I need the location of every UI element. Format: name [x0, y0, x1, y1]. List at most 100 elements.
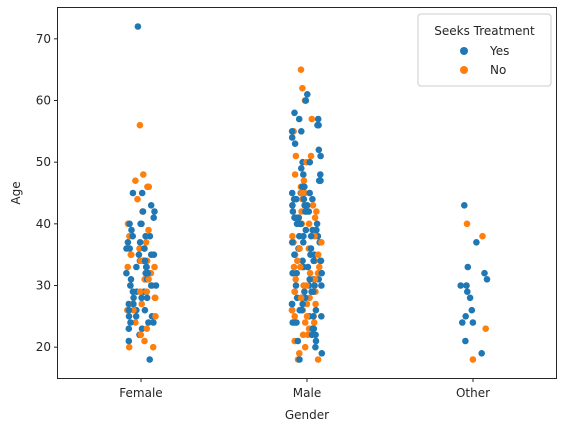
- data-point-no: [140, 171, 147, 178]
- data-point-no: [311, 214, 319, 221]
- data-point-no: [141, 337, 148, 345]
- data-point-no: [463, 220, 471, 228]
- data-point-no: [136, 288, 144, 296]
- data-point-yes: [457, 282, 465, 289]
- data-point-yes: [293, 220, 301, 228]
- data-point-yes: [318, 313, 325, 320]
- data-point-yes: [288, 128, 296, 135]
- data-point-yes: [138, 325, 146, 333]
- data-point-yes: [291, 140, 299, 147]
- data-point-yes: [290, 195, 298, 203]
- data-point-no: [296, 350, 303, 357]
- data-point-no: [288, 306, 296, 314]
- data-point-yes: [300, 171, 307, 178]
- data-point-no: [134, 195, 141, 203]
- data-point-yes: [312, 337, 320, 345]
- data-point-no: [301, 319, 309, 326]
- data-point-no: [469, 356, 477, 363]
- data-point-yes: [462, 313, 470, 320]
- data-point-yes: [133, 263, 140, 271]
- y-tick-label: 30: [36, 279, 51, 293]
- data-point-yes: [298, 165, 305, 172]
- data-point-yes: [309, 325, 317, 333]
- data-point-yes: [469, 319, 477, 326]
- data-point-yes: [139, 208, 147, 215]
- data-point-yes: [141, 245, 148, 252]
- data-point-yes: [150, 319, 157, 326]
- data-point-no: [307, 152, 315, 160]
- data-point-yes: [288, 300, 296, 308]
- data-point-no: [132, 319, 139, 326]
- data-point-yes: [134, 23, 142, 30]
- data-point-no: [296, 245, 303, 252]
- data-point-no: [143, 288, 151, 296]
- data-point-yes: [318, 269, 326, 277]
- data-point-yes: [300, 232, 307, 240]
- data-point-yes: [304, 263, 312, 271]
- y-tick-label: 60: [36, 94, 51, 108]
- data-point-no: [290, 263, 298, 271]
- data-point-yes: [293, 319, 300, 326]
- data-point-no: [314, 356, 322, 363]
- data-point-yes: [127, 282, 134, 289]
- data-point-yes: [291, 109, 298, 117]
- y-tick-label: 40: [36, 217, 51, 231]
- data-point-yes: [296, 356, 303, 363]
- data-point-no: [311, 276, 319, 283]
- data-point-no: [136, 245, 143, 252]
- x-tick-label-male: Male: [293, 386, 321, 400]
- data-point-yes: [464, 288, 471, 296]
- data-point-yes: [307, 232, 315, 240]
- data-point-yes: [129, 288, 137, 296]
- data-point-yes: [464, 263, 472, 271]
- data-point-yes: [306, 276, 314, 283]
- data-point-yes: [305, 208, 313, 215]
- data-point-yes: [314, 115, 322, 123]
- data-point-yes: [314, 121, 321, 129]
- data-point-no: [482, 325, 490, 333]
- data-point-no: [318, 239, 325, 246]
- data-point-yes: [144, 269, 152, 277]
- data-point-no: [308, 115, 316, 123]
- data-point-yes: [138, 220, 145, 228]
- data-point-no: [125, 343, 133, 351]
- legend-title: Seeks Treatment: [434, 24, 535, 38]
- data-point-yes: [315, 177, 323, 184]
- data-point-yes: [132, 313, 140, 320]
- data-point-no: [316, 263, 323, 271]
- data-point-yes: [138, 294, 145, 302]
- data-point-yes: [473, 239, 480, 246]
- data-point-yes: [125, 313, 133, 320]
- data-point-yes: [126, 245, 133, 252]
- data-point-yes: [315, 146, 323, 154]
- data-point-yes: [300, 195, 308, 203]
- data-point-yes: [288, 134, 296, 141]
- data-point-yes: [302, 97, 309, 104]
- data-point-yes: [318, 282, 325, 289]
- y-axis-label: Age: [9, 181, 23, 204]
- data-point-yes: [135, 251, 143, 258]
- data-point-yes: [125, 325, 133, 333]
- data-point-yes: [313, 220, 321, 228]
- data-point-yes: [289, 269, 297, 277]
- x-axis-label: Gender: [285, 408, 329, 422]
- data-point-no: [297, 263, 304, 271]
- data-point-yes: [295, 115, 303, 123]
- y-tick-label: 50: [36, 155, 51, 169]
- data-point-yes: [292, 214, 299, 221]
- data-point-yes: [289, 239, 296, 246]
- data-point-no: [145, 226, 152, 234]
- data-point-yes: [312, 331, 319, 339]
- y-axis: 20 30 40 50 60 70: [36, 32, 58, 354]
- data-point-yes: [124, 239, 132, 246]
- data-point-yes: [311, 282, 318, 289]
- data-point-no: [303, 313, 311, 320]
- data-point-yes: [289, 202, 296, 209]
- data-point-yes: [125, 306, 133, 314]
- data-point-no: [127, 251, 135, 258]
- data-point-yes: [310, 257, 317, 265]
- data-point-no: [310, 319, 318, 326]
- data-point-no: [291, 171, 299, 178]
- data-point-no: [137, 331, 145, 339]
- data-point-yes: [147, 282, 155, 289]
